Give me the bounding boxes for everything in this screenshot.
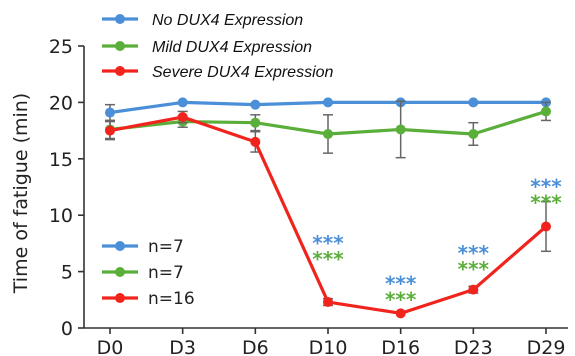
data-point: [250, 136, 261, 147]
data-point: [541, 106, 551, 117]
x-tick-label: D6: [242, 337, 269, 356]
x-tick-label: D10: [309, 337, 348, 356]
sample-size-legend: n=7 n=7 n=16: [102, 237, 195, 309]
y-tick-label: 0: [61, 318, 73, 340]
series-group: [105, 97, 551, 319]
data-point: [250, 117, 261, 128]
count-marker: [115, 293, 125, 303]
legend-label: Severe DUX4 Expression: [152, 64, 334, 81]
data-point: [323, 128, 333, 139]
legend-marker: [115, 66, 125, 76]
significance-blue: ***: [530, 175, 562, 199]
data-point: [395, 124, 406, 135]
data-point: [105, 107, 115, 118]
data-point: [177, 97, 188, 108]
legend-label: Mild DUX4 Expression: [152, 39, 312, 56]
y-tick-label: 5: [61, 262, 73, 284]
y-tick-label: 25: [49, 36, 73, 58]
significance-green: ***: [312, 247, 344, 271]
x-tick-label: D3: [169, 337, 196, 356]
x-tick-label: D16: [381, 337, 420, 356]
x-tick-label: D0: [97, 337, 124, 356]
data-point: [468, 284, 479, 295]
y-tick-label: 20: [49, 92, 73, 114]
x-tick-label: D23: [454, 337, 493, 356]
legend-marker: [115, 14, 125, 24]
data-point: [541, 221, 551, 232]
data-point: [323, 97, 333, 108]
data-point: [468, 97, 479, 108]
count-label: n=7: [148, 263, 184, 283]
significance-green: ***: [530, 191, 562, 215]
significance-blue: ***: [458, 241, 490, 265]
legend: No DUX4 Expression Mild DUX4 Expression Se…: [102, 12, 334, 81]
count-marker: [115, 241, 125, 251]
x-tick-label: D29: [527, 337, 566, 356]
significance-green: ***: [458, 257, 490, 281]
axes: 0 5 10 15 20 25 D0 D3 D6 D10 D16 D23 D29 Time of fati…: [10, 36, 568, 356]
y-tick-label: 10: [49, 205, 73, 227]
data-point: [250, 99, 261, 110]
legend-label: No DUX4 Expression: [152, 12, 303, 29]
series-2: [105, 100, 551, 159]
count-label: n=7: [148, 237, 184, 257]
data-point: [468, 128, 479, 139]
legend-marker: [115, 41, 125, 51]
data-point: [105, 125, 115, 136]
significance-annotations: ************************: [312, 175, 562, 312]
significance-blue: ***: [385, 272, 417, 296]
series-3: [105, 110, 551, 319]
significance-green: ***: [385, 288, 417, 312]
y-axis-label: Time of fatigue (min): [10, 93, 32, 294]
count-marker: [115, 267, 125, 277]
count-label: n=16: [148, 289, 195, 309]
data-point: [177, 112, 188, 123]
significance-blue: ***: [312, 231, 344, 255]
y-tick-label: 15: [49, 149, 73, 171]
data-point: [323, 297, 333, 308]
data-point: [395, 308, 406, 319]
